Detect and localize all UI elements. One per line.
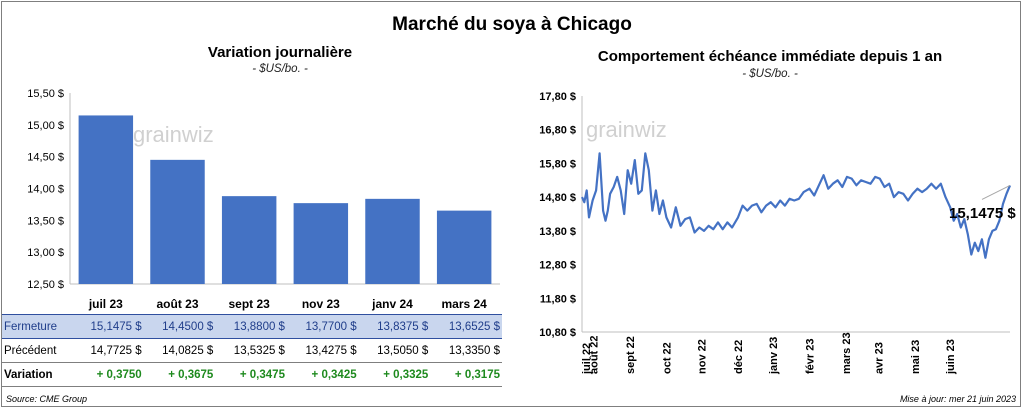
x-tick-label: nov 22 bbox=[697, 339, 709, 374]
x-tick-label: sept 22 bbox=[625, 336, 637, 374]
x-tick-label: oct 22 bbox=[661, 342, 673, 374]
bar bbox=[436, 210, 492, 284]
last-value-label: 15,1475 $ bbox=[949, 205, 1016, 222]
table-row: Précédent 14,7725 $ 14,0825 $ 13,5325 $ … bbox=[2, 338, 502, 363]
y-tick-label: 13,50 $ bbox=[27, 215, 64, 227]
watermark-left: grainwiz bbox=[133, 122, 214, 147]
x-tick-label: juin 23 bbox=[945, 339, 957, 375]
y-tick-label: 14,80 $ bbox=[539, 192, 576, 204]
y-tick-label: 13,00 $ bbox=[27, 247, 64, 259]
quotes-table: Fermeture 15,1475 $ 14,4500 $ 13,8800 $ … bbox=[2, 314, 502, 387]
row-label: Précédent bbox=[2, 338, 72, 363]
y-tick-label: 16,80 $ bbox=[539, 125, 576, 137]
left-panel-title: Variation journalière bbox=[207, 44, 353, 61]
table-cell: 14,7725 $ bbox=[72, 338, 144, 363]
series-line bbox=[580, 152, 1012, 259]
table-cell: + 0,3675 bbox=[143, 362, 216, 387]
table-cell: 13,4275 $ bbox=[286, 338, 359, 363]
row-label: Fermeture bbox=[2, 314, 72, 339]
x-tick-label: déc 22 bbox=[733, 340, 745, 374]
x-category-label: janv 24 bbox=[371, 297, 413, 311]
table-cell: 14,0825 $ bbox=[143, 338, 216, 363]
table-cell: 13,7700 $ bbox=[286, 314, 359, 339]
y-tick-label: 15,00 $ bbox=[27, 120, 64, 132]
table-cell: 13,8375 $ bbox=[358, 314, 431, 339]
bar bbox=[221, 196, 277, 284]
table-cell: 13,8800 $ bbox=[215, 314, 287, 339]
x-tick-label: mars 23 bbox=[841, 332, 853, 374]
x-category-label: nov 23 bbox=[302, 297, 340, 311]
update-note: Mise à jour: mer 21 juin 2023 bbox=[899, 394, 1016, 404]
table-cell: 15,1475 $ bbox=[72, 314, 144, 339]
y-tick-label: 12,50 $ bbox=[27, 279, 64, 291]
bar bbox=[293, 203, 349, 284]
table-cell: + 0,3475 bbox=[215, 362, 287, 387]
x-category-label: août 23 bbox=[156, 297, 198, 311]
y-tick-label: 14,50 $ bbox=[27, 152, 64, 164]
y-tick-label: 13,80 $ bbox=[539, 226, 576, 238]
bar bbox=[150, 159, 205, 284]
table-cell: + 0,3325 bbox=[358, 362, 431, 387]
y-tick-label: 12,80 $ bbox=[539, 260, 576, 272]
x-tick-label: juil 22 bbox=[581, 343, 593, 375]
last-value-leader bbox=[981, 184, 1011, 200]
table-cell: 13,6525 $ bbox=[430, 314, 502, 339]
table-cell: 14,4500 $ bbox=[143, 314, 216, 339]
y-tick-label: 14,00 $ bbox=[27, 184, 64, 196]
x-tick-label: févr 23 bbox=[804, 339, 816, 374]
x-tick-label: août 22 bbox=[589, 335, 601, 374]
x-category-label: sept 23 bbox=[228, 297, 270, 311]
table-row: Variation + 0,3750 + 0,3675 + 0,3475 + 0… bbox=[2, 362, 502, 387]
bar bbox=[365, 198, 420, 284]
right-panel-unit: - $US/bo. - bbox=[742, 68, 798, 80]
watermark-right: grainwiz bbox=[586, 117, 667, 142]
y-tick-label: 15,80 $ bbox=[539, 158, 576, 170]
y-tick-label: 11,80 $ bbox=[540, 293, 576, 305]
table-cell: + 0,3750 bbox=[72, 362, 144, 387]
main-title: Marché du soya à Chicago bbox=[392, 14, 632, 35]
x-tick-label: avr 23 bbox=[874, 342, 886, 374]
row-label: Variation bbox=[2, 362, 72, 387]
table-cell: 13,3350 $ bbox=[430, 338, 502, 363]
x-category-label: mars 24 bbox=[441, 297, 487, 311]
table-cell: 13,5050 $ bbox=[358, 338, 431, 363]
bar bbox=[78, 115, 134, 284]
x-tick-label: mai 23 bbox=[910, 340, 922, 374]
table-cell: + 0,3425 bbox=[286, 362, 359, 387]
table-row: Fermeture 15,1475 $ 14,4500 $ 13,8800 $ … bbox=[2, 314, 502, 339]
source-note: Source: CME Group bbox=[6, 394, 88, 404]
table-cell: + 0,3175 bbox=[430, 362, 502, 387]
left-panel-unit: - $US/bo. - bbox=[252, 63, 308, 75]
y-tick-label: 10,80 $ bbox=[539, 327, 576, 339]
x-tick-label: janv 23 bbox=[768, 337, 780, 375]
table-cell: 13,5325 $ bbox=[215, 338, 287, 363]
right-panel-title: Comportement échéance immédiate depuis 1… bbox=[597, 48, 943, 65]
y-tick-label: 17,80 $ bbox=[539, 91, 576, 103]
y-tick-label: 15,50 $ bbox=[27, 88, 64, 100]
x-category-label: juil 23 bbox=[88, 297, 123, 311]
